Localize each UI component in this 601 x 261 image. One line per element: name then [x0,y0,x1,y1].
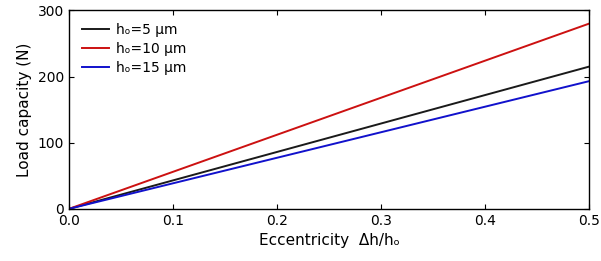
X-axis label: Eccentricity  Δh/hₒ: Eccentricity Δh/hₒ [258,233,400,248]
hₒ=15 μm [585,80,593,83]
hₒ=10 μm [375,97,382,100]
hₒ=10 μm [492,56,499,59]
hₒ=5 μm [313,140,320,143]
hₒ=15 μm [492,103,499,106]
Y-axis label: Load capacity (N): Load capacity (N) [17,43,32,177]
hₒ=15 μm [316,146,323,149]
Line: hₒ=5 μm: hₒ=5 μm [69,67,589,209]
Line: hₒ=10 μm: hₒ=10 μm [69,24,589,209]
hₒ=15 μm [375,131,382,134]
hₒ=15 μm [313,147,320,150]
hₒ=5 μm [573,68,580,72]
hₒ=5 μm [66,207,73,210]
hₒ=15 μm [66,207,73,210]
hₒ=5 μm [316,139,323,142]
hₒ=10 μm [66,207,73,210]
Legend: hₒ=5 μm, hₒ=10 μm, hₒ=15 μm: hₒ=5 μm, hₒ=10 μm, hₒ=15 μm [76,17,192,80]
hₒ=10 μm [313,119,320,122]
hₒ=15 μm [347,138,354,141]
hₒ=10 μm [585,22,593,25]
hₒ=5 μm [585,65,593,68]
hₒ=5 μm [375,123,382,126]
hₒ=10 μm [573,27,580,30]
hₒ=5 μm [492,91,499,94]
hₒ=5 μm [347,130,354,133]
Line: hₒ=15 μm: hₒ=15 μm [69,81,589,209]
hₒ=15 μm [573,83,580,86]
hₒ=10 μm [316,118,323,121]
hₒ=10 μm [347,107,354,110]
